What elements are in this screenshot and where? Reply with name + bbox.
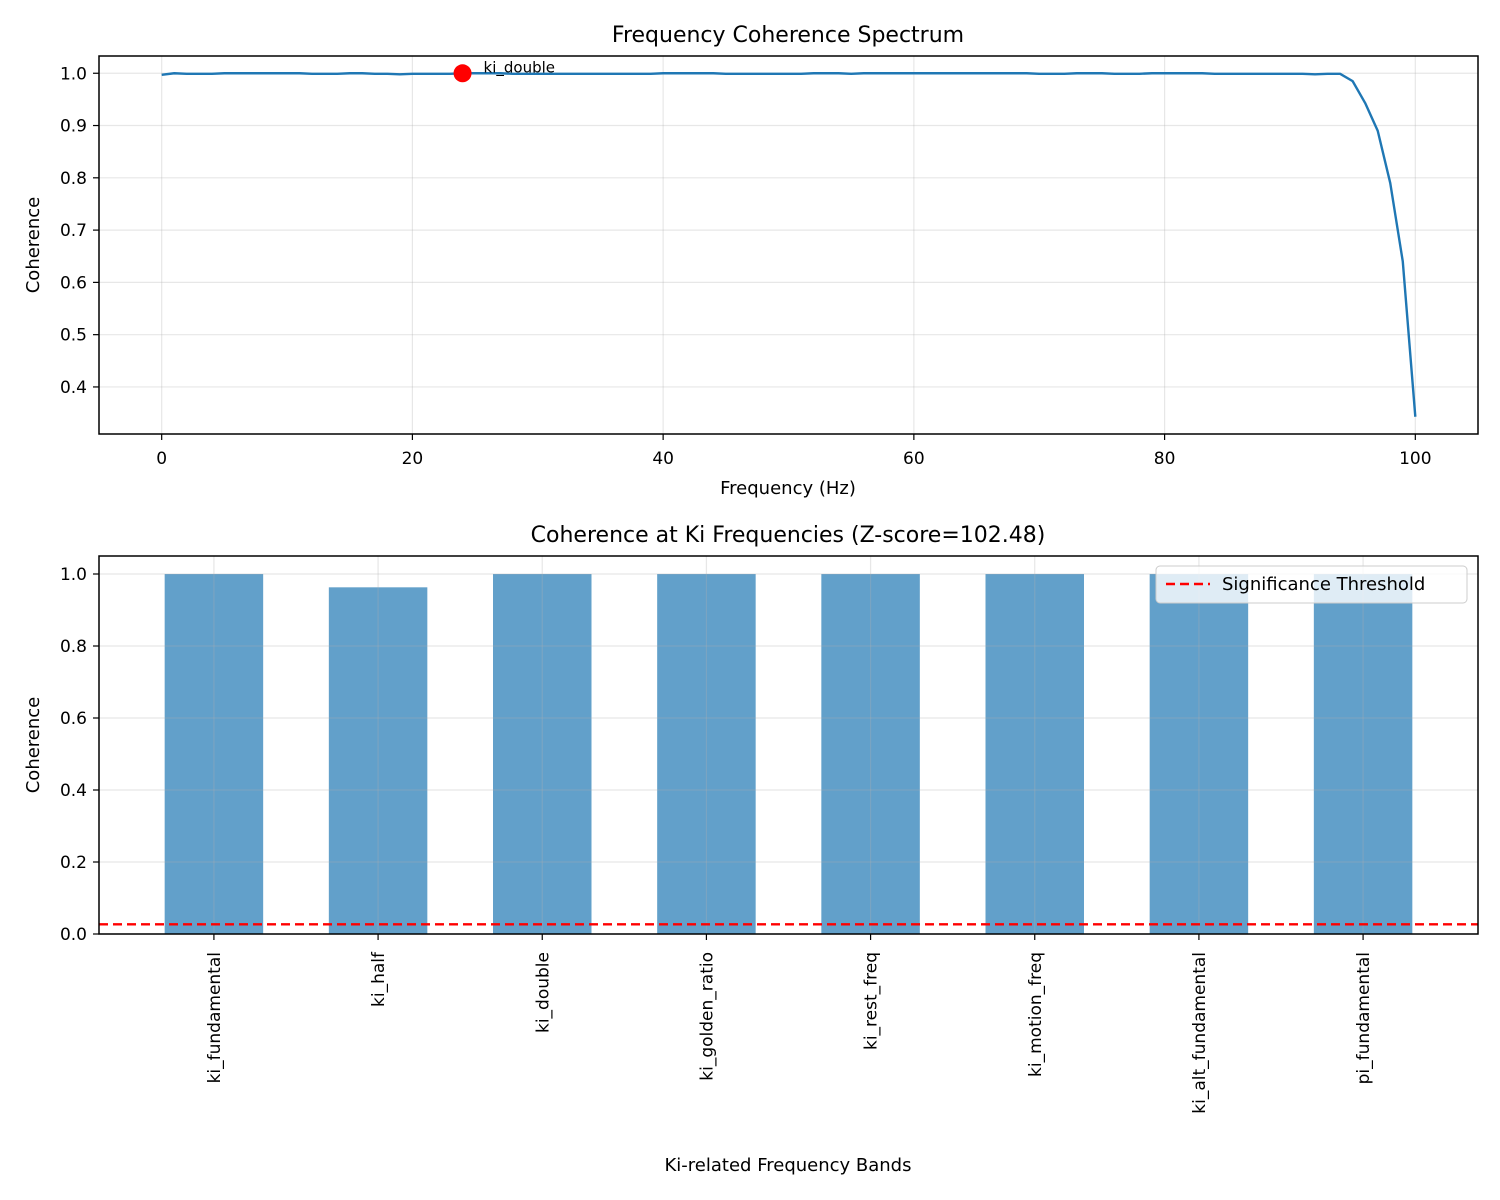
bands-y-tick-label: 0.8: [60, 637, 87, 657]
spectrum-y-tick-label: 0.5: [60, 326, 87, 346]
spectrum-x-tick-label: 60: [903, 449, 925, 469]
bands-chart: Coherence at Ki Frequencies (Z-score=102…: [23, 523, 1479, 1176]
spectrum-y-label: Coherence: [23, 197, 44, 294]
bar-ki-golden-ratio: [657, 574, 756, 934]
bands-x-tick-label: ki_golden_ratio: [697, 952, 717, 1081]
bands-grid: [99, 556, 1478, 935]
spectrum-x-label: Frequency (Hz): [720, 478, 856, 499]
bands-x-tick-label: ki_alt_fundamental: [1190, 952, 1210, 1114]
bands-x-tick-label: ki_fundamental: [205, 952, 225, 1083]
spectrum-x-tick-label: 20: [402, 449, 424, 469]
bands-x-tick-label: ki_motion_freq: [1026, 952, 1046, 1077]
spectrum-y-ticks: 0.4 0.5 0.6 0.7 0.8 0.9 1.0: [60, 64, 99, 398]
legend: Significance Threshold: [1155, 565, 1468, 604]
spectrum-y-tick-label: 0.6: [60, 273, 87, 293]
spectrum-x-tick-label: 40: [652, 449, 674, 469]
spectrum-line: [161, 72, 1417, 417]
bands-x-tick-label: ki_half: [369, 951, 389, 1007]
bands-y-tick-label: 0.2: [60, 853, 87, 873]
bands-y-tick-label: 0.6: [60, 709, 87, 729]
bar-ki-rest-freq: [821, 574, 920, 934]
spectrum-x-tick-label: 0: [156, 449, 167, 469]
bands-y-tick-label: 0.0: [60, 925, 87, 945]
spectrum-x-tick-label: 100: [1399, 449, 1431, 469]
bar-ki-half: [328, 587, 428, 934]
legend-threshold-label: Significance Threshold: [1222, 574, 1425, 595]
bands-y-ticks: 0.0 0.2 0.4 0.6 0.8 1.0: [60, 565, 99, 945]
bands-x-tick-label: ki_double: [533, 952, 553, 1033]
bands-x-label: Ki-related Frequency Bands: [665, 1155, 912, 1176]
bands-bars: [164, 574, 1413, 934]
spectrum-title: Frequency Coherence Spectrum: [612, 23, 964, 48]
bar-ki-motion-freq: [985, 574, 1084, 934]
bands-y-tick-label: 1.0: [60, 565, 87, 585]
spectrum-x-ticks: 0 20 40 60 80 100: [156, 434, 1432, 469]
ki-double-annotation: ki_double: [484, 58, 555, 77]
bands-plot-frame: [98, 555, 1479, 935]
bar-pi-fundamental: [1313, 574, 1413, 934]
spectrum-y-tick-label: 0.4: [60, 378, 87, 398]
bands-y-label: Coherence: [23, 697, 44, 794]
bar-ki-double: [493, 574, 592, 934]
spectrum-chart: Frequency Coherence Spectrum ki_double 0…: [23, 23, 1479, 499]
spectrum-y-tick-label: 0.8: [60, 169, 87, 189]
spectrum-y-tick-label: 0.7: [60, 221, 87, 241]
legend-box: [1155, 565, 1468, 604]
bands-x-ticks: ki_fundamental ki_half ki_double ki_golden_…: [205, 934, 1374, 1114]
spectrum-plot-frame: [98, 55, 1479, 435]
bands-x-tick-label: pi_fundamental: [1354, 952, 1374, 1084]
spectrum-y-tick-label: 1.0: [60, 64, 87, 84]
spectrum-grid: [99, 56, 1478, 434]
bands-title: Coherence at Ki Frequencies (Z-score=102…: [531, 523, 1046, 548]
bands-y-tick-label: 0.4: [60, 781, 87, 801]
bar-ki-alt-fundamental: [1149, 574, 1249, 934]
bands-x-tick-label: ki_rest_freq: [862, 952, 882, 1050]
ki-double-marker: [453, 64, 472, 83]
bar-ki-fundamental: [164, 574, 264, 934]
spectrum-y-tick-label: 0.9: [60, 117, 87, 137]
spectrum-x-tick-label: 80: [1154, 449, 1176, 469]
